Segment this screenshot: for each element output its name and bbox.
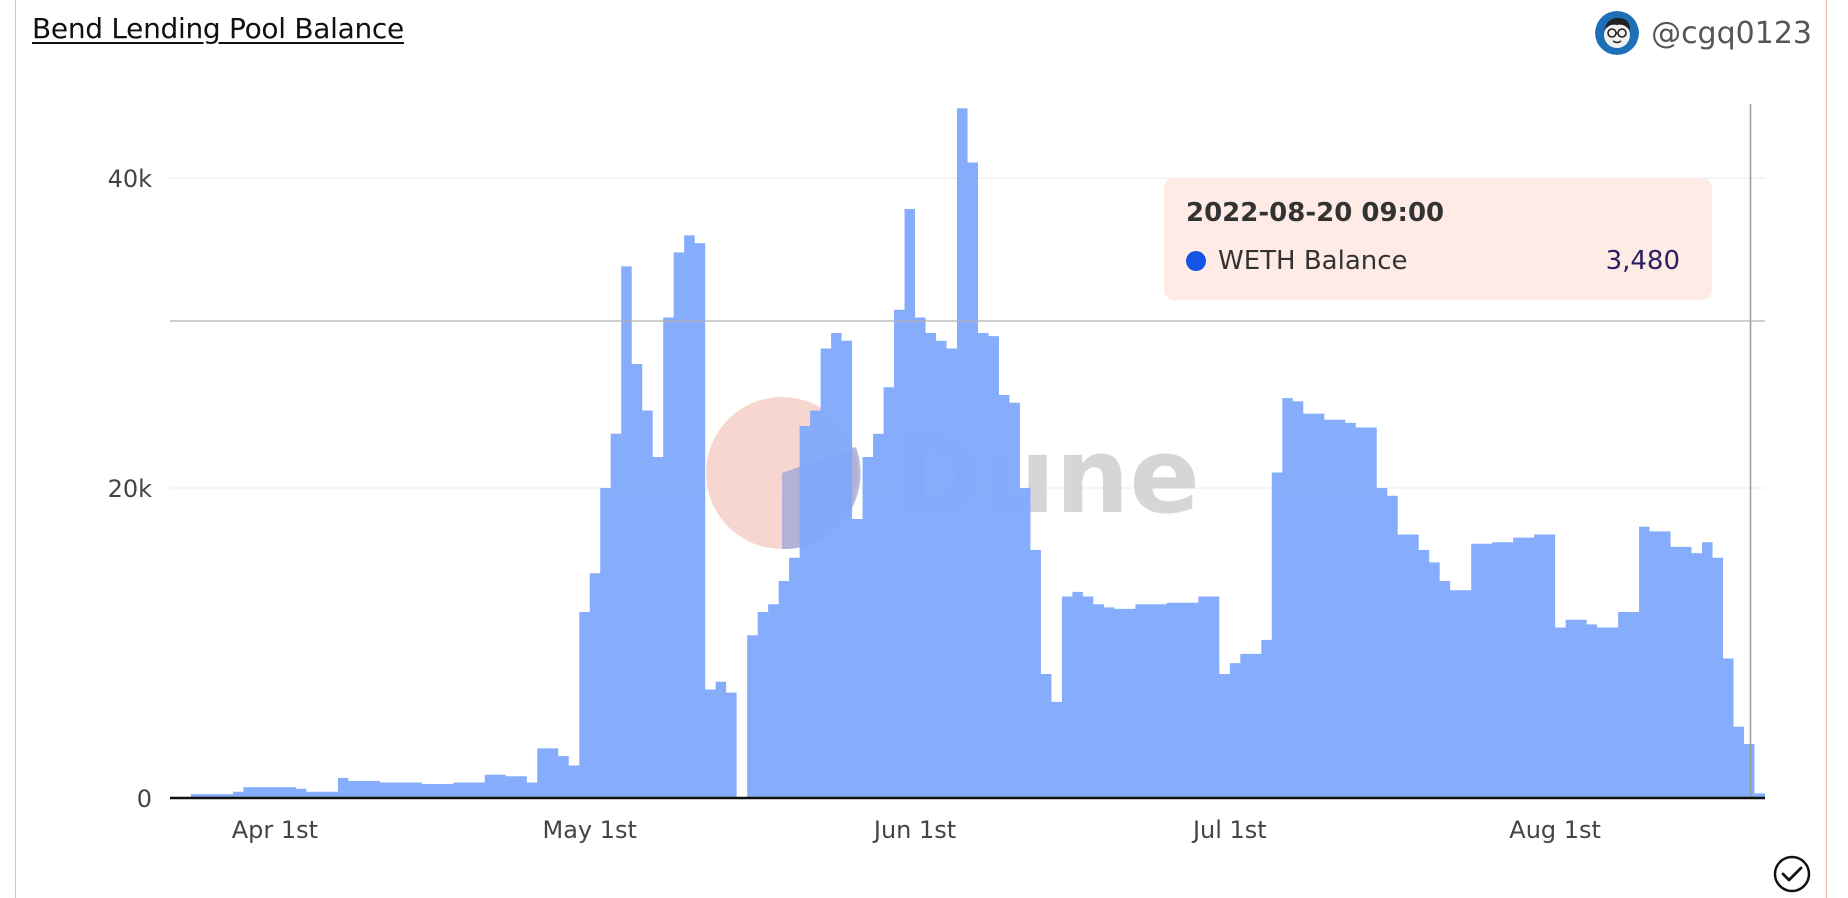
x-tick-label: Apr 1st xyxy=(232,816,318,844)
chart-tooltip: 2022-08-20 09:00 WETH Balance 3,480 xyxy=(1164,178,1712,300)
x-tick-label: Aug 1st xyxy=(1509,816,1601,844)
chart-title-link[interactable]: Bend Lending Pool Balance xyxy=(32,12,404,45)
chart-card-frame xyxy=(15,0,1827,898)
tooltip-series-value: 3,480 xyxy=(1605,246,1680,276)
y-tick-label: 0 xyxy=(137,785,152,813)
check-circle-icon[interactable] xyxy=(1772,854,1812,894)
x-tick-label: May 1st xyxy=(543,816,637,844)
y-tick-label: 20k xyxy=(108,475,153,503)
author-badge[interactable]: @cgq0123 xyxy=(1595,10,1812,56)
tooltip-series-label: WETH Balance xyxy=(1218,246,1408,276)
tooltip-series-row: WETH Balance 3,480 xyxy=(1186,246,1690,276)
series-area-weth-balance xyxy=(170,108,1765,798)
series-color-dot xyxy=(1186,251,1206,271)
tooltip-timestamp: 2022-08-20 09:00 xyxy=(1186,198,1445,228)
user-avatar-icon xyxy=(1595,11,1640,55)
y-tick-label: 40k xyxy=(108,165,153,193)
author-name[interactable]: @cgq0123 xyxy=(1651,15,1812,51)
avatar[interactable] xyxy=(1595,11,1640,55)
x-tick-label: Jun 1st xyxy=(872,816,956,844)
x-tick-label: Jul 1st xyxy=(1191,816,1267,844)
